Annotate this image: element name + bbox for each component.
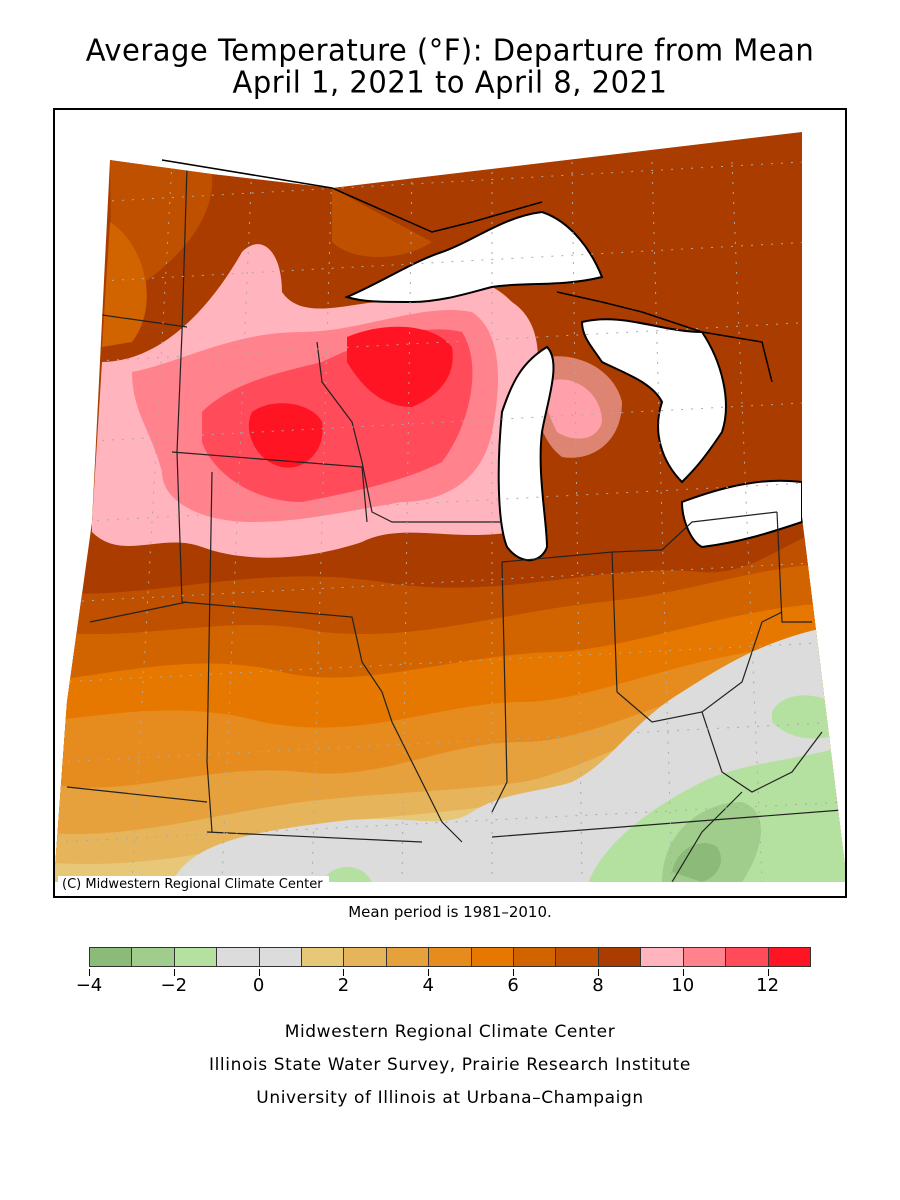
legend-tick	[513, 969, 515, 976]
legend-bin	[513, 947, 557, 967]
legend-bin	[173, 947, 218, 967]
legend-ticks	[89, 969, 810, 977]
footer-survey: Illinois State Water Survey, Prairie Res…	[209, 1055, 691, 1075]
map-graphic	[55, 132, 845, 882]
footer-university: University of Illinois at Urbana–Champai…	[256, 1088, 644, 1108]
legend-tick	[343, 969, 345, 976]
legend-tick-label: 10	[671, 975, 695, 996]
legend-bin	[89, 947, 133, 967]
legend-bin	[131, 947, 175, 967]
map-title: Average Temperature (°F): Departure from…	[85, 32, 815, 68]
temperature-departure-map: (C) Midwestern Regional Climate Center	[53, 108, 847, 898]
legend-bin	[258, 947, 303, 967]
legend-bin	[682, 947, 727, 967]
legend-bin	[428, 947, 472, 967]
legend-bin	[385, 947, 430, 967]
legend-bin	[470, 947, 515, 967]
legend-bin	[343, 947, 387, 967]
legend-tick-label: 6	[507, 975, 519, 996]
map-date-range: April 1, 2021 to April 8, 2021	[232, 64, 668, 100]
legend-tick	[428, 969, 430, 976]
legend-bin	[725, 947, 769, 967]
legend-tick-label: −2	[160, 975, 188, 996]
legend-bin	[767, 947, 811, 967]
footer-org: Midwestern Regional Climate Center	[284, 1022, 616, 1042]
legend-bin	[640, 947, 684, 967]
legend-tick-label: 2	[337, 975, 350, 996]
legend-bin	[555, 947, 599, 967]
legend-bin	[597, 947, 642, 967]
legend-tick	[258, 969, 260, 976]
mean-period-note: Mean period is 1981–2010.	[348, 903, 552, 921]
copyright-label: (C) Midwestern Regional Climate Center	[58, 876, 329, 894]
legend-tick-label: 4	[422, 975, 435, 996]
color-legend	[89, 947, 811, 969]
legend-bin	[301, 947, 345, 967]
legend-tick-label: −4	[75, 975, 103, 996]
legend-tick-label: 8	[592, 975, 604, 996]
legend-tick	[682, 969, 684, 976]
legend-bin	[216, 947, 260, 967]
legend-tick-label: 0	[252, 975, 265, 996]
legend-tick	[767, 969, 769, 976]
legend-tick-label: 12	[756, 975, 780, 996]
legend-tick	[597, 969, 599, 976]
legend-tick	[89, 969, 90, 976]
legend-tick	[173, 969, 175, 976]
